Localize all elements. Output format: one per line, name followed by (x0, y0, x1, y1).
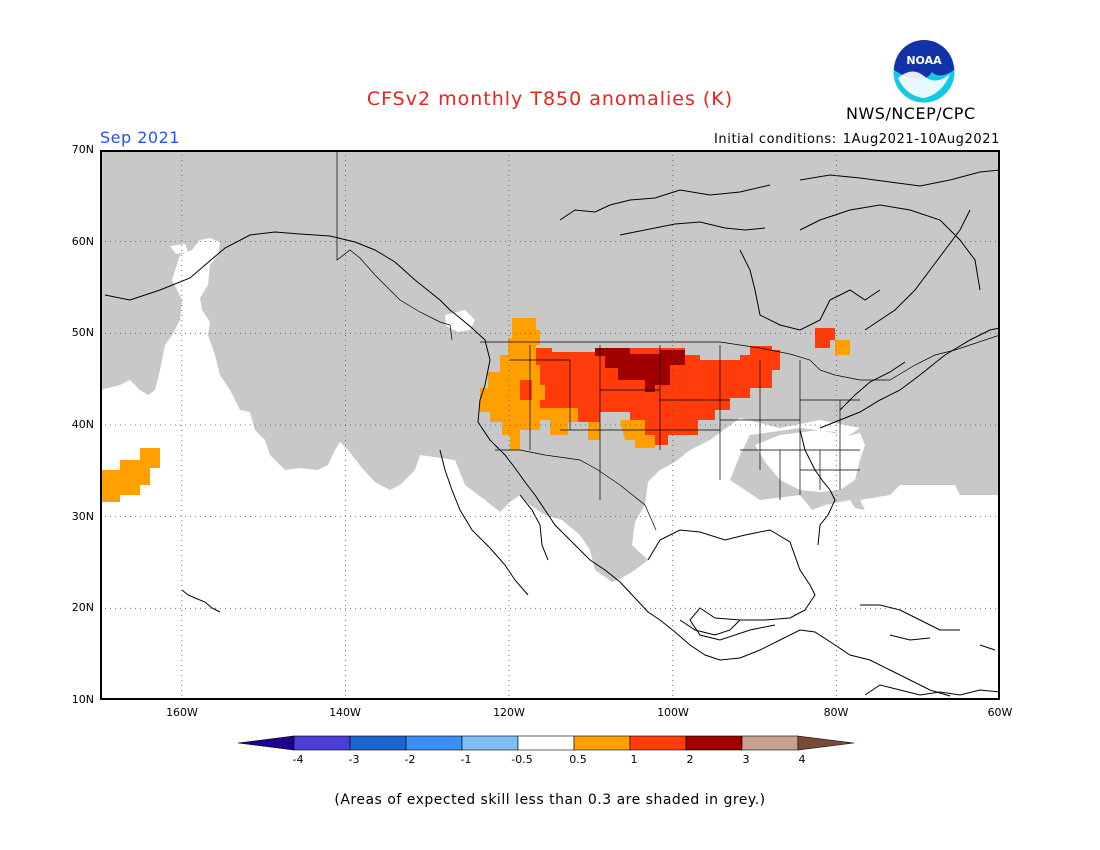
colorbar-label: 2 (686, 753, 694, 766)
lon-tick-label: 80W (823, 706, 849, 719)
lon-tick-label: 160W (166, 706, 198, 719)
lat-tick-label: 70N (71, 143, 94, 156)
anomaly-2-3-region (595, 348, 685, 392)
lon-tick-label: 100W (657, 706, 689, 719)
lon-tick-label: 60W (987, 706, 1013, 719)
lat-tick-label: 40N (71, 418, 94, 431)
colorbar-swatch (293, 735, 351, 751)
lat-tick-label: 10N (71, 693, 94, 706)
anomaly-map (100, 150, 1000, 700)
political-borders (336, 150, 1000, 531)
noaa-logo: NOAA (892, 40, 956, 104)
initial-conditions-label: Initial conditions: (713, 132, 837, 147)
colorbar-swatch (629, 735, 687, 751)
lat-tick-label: 20N (71, 601, 94, 614)
colorbar-label: 1 (630, 753, 638, 766)
forecast-month: Sep 2021 (100, 128, 180, 147)
lat-tick-label: 50N (71, 326, 94, 339)
colorbar-swatch (517, 735, 575, 751)
lat-tick-label: 60N (71, 235, 94, 248)
chart-title: CFSv2 monthly T850 anomalies (K) (366, 88, 734, 110)
colorbar-label: -0.5 (511, 753, 533, 766)
colorbar-swatch (573, 735, 631, 751)
colorbar-left-arrow (238, 735, 295, 751)
colorbar-label: 3 (742, 753, 750, 766)
colorbar-swatch (405, 735, 463, 751)
lon-tick-label: 140W (329, 706, 361, 719)
anomaly-05-1-region (100, 318, 850, 502)
colorbar-label: -4 (292, 753, 304, 766)
colorbar-label: -2 (404, 753, 416, 766)
colorbar-label: 4 (798, 753, 806, 766)
colorbar-right-arrow (797, 735, 855, 751)
org-label: NWS/NCEP/CPC (846, 104, 976, 123)
colorbar-label: -1 (460, 753, 472, 766)
colorbar (238, 735, 855, 751)
initial-conditions: Initial conditions: 1Aug2021-10Aug2021 (708, 132, 1000, 147)
colorbar-label: -3 (348, 753, 360, 766)
colorbar-label: 0.5 (569, 753, 587, 766)
lon-tick-label: 120W (493, 706, 525, 719)
graticule (100, 150, 1000, 700)
colorbar-swatch (349, 735, 407, 751)
colorbar-swatch (685, 735, 743, 751)
initial-conditions-value: 1Aug2021-10Aug2021 (842, 132, 1000, 147)
skill-note: (Areas of expected skill less than 0.3 a… (334, 792, 766, 808)
colorbar-swatch (741, 735, 799, 751)
lat-tick-label: 30N (71, 510, 94, 523)
colorbar-swatch (461, 735, 519, 751)
noaa-logo-text: NOAA (906, 54, 942, 67)
map-frame (100, 150, 1000, 700)
coastlines (104, 169, 1000, 697)
